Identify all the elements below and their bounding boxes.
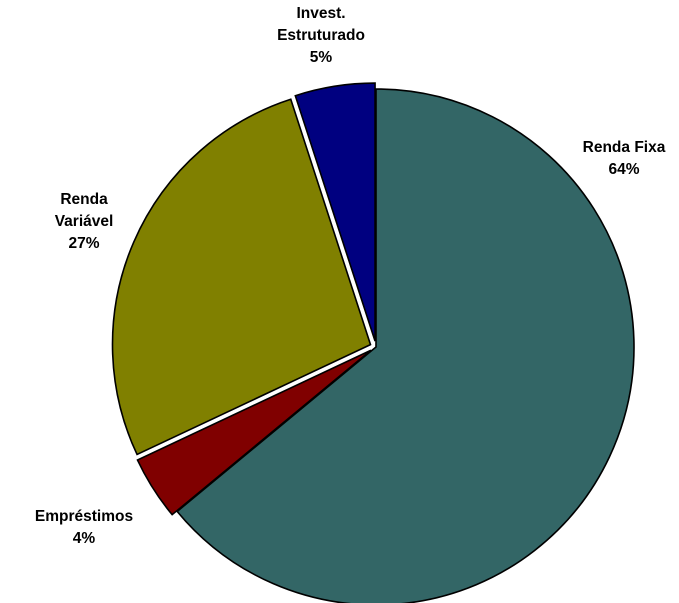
slice-name-label: Empréstimos	[35, 508, 133, 525]
slice-name-label: Renda	[60, 191, 108, 208]
slice-percent-label: 4%	[73, 530, 96, 547]
slice-name-label: Invest.	[296, 5, 345, 22]
slice-label-renda-variavel: Renda Variável 27%	[55, 191, 114, 252]
pie-slice-renda-fixa	[176, 88, 635, 603]
pie-slice-invest-estruturado	[294, 82, 376, 342]
slice-name-label: Estruturado	[277, 27, 365, 44]
slice-name-label: Variável	[55, 213, 114, 230]
pie-slice-emprestimos	[136, 349, 372, 516]
slice-name-label: Renda Fixa	[583, 139, 666, 156]
slice-label-invest-estruturado: Invest. Estruturado 5%	[277, 5, 365, 66]
slice-percent-label: 27%	[68, 235, 99, 252]
slice-percent-label: 64%	[608, 161, 639, 178]
pie-slice-renda-variavel	[111, 98, 372, 456]
slice-label-renda-fixa: Renda Fixa 64%	[583, 139, 666, 178]
slice-label-emprestimos: Empréstimos 4%	[35, 508, 133, 547]
slice-percent-label: 5%	[310, 49, 333, 66]
